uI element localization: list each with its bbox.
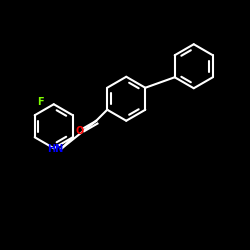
Text: O: O <box>76 126 84 136</box>
Text: HN: HN <box>47 144 64 154</box>
Text: F: F <box>37 97 43 107</box>
